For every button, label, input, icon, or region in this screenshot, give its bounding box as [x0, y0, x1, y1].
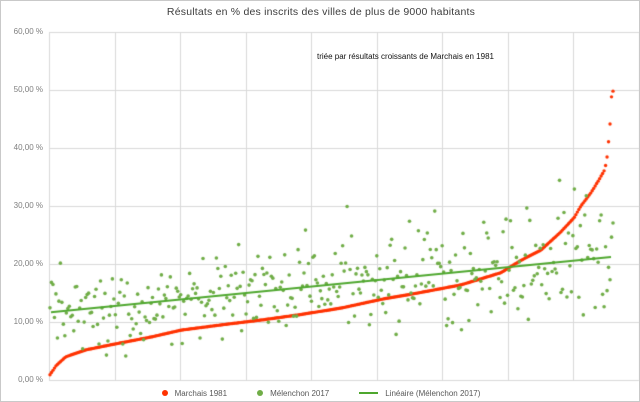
legend-item-trendline: Linéaire (Mélenchon 2017) — [359, 389, 480, 398]
y-axis: 60,00 % 50,00 % 40,00 % 30,00 % 20,00 % … — [1, 1, 45, 401]
legend-label-trendline: Linéaire (Mélenchon 2017) — [385, 388, 481, 398]
melenchon-series-dot-icon — [257, 390, 264, 396]
marchais-series-dot-icon — [161, 390, 168, 396]
legend-label-marchais: Marchais 1981 — [174, 388, 228, 398]
y-tick-label-20: 20,00 % — [13, 259, 43, 268]
y-tick-label-30: 30,00 % — [13, 201, 43, 210]
legend-item-melenchon-2017: Mélenchon 2017 — [257, 389, 329, 398]
y-tick-label-40: 40,00 % — [13, 143, 43, 152]
legend-item-marchais-1981: Marchais 1981 — [161, 388, 228, 398]
legend-label-melenchon: Mélenchon 2017 — [270, 388, 330, 398]
sort-annotation: triée par résultats croissants de Marcha… — [317, 52, 494, 61]
chart-legend: Marchais 1981 Mélenchon 2017 Linéaire (M… — [1, 386, 639, 400]
y-tick-label-60: 60,00 % — [13, 27, 43, 36]
y-tick-label-50: 50,00 % — [13, 85, 43, 94]
trendline-series-line-icon — [359, 392, 379, 394]
y-tick-label-0: 0,00 % — [18, 375, 43, 384]
chart-title: Résultats en % des inscrits des villes d… — [166, 6, 476, 18]
y-tick-label-10: 10,00 % — [13, 317, 43, 326]
